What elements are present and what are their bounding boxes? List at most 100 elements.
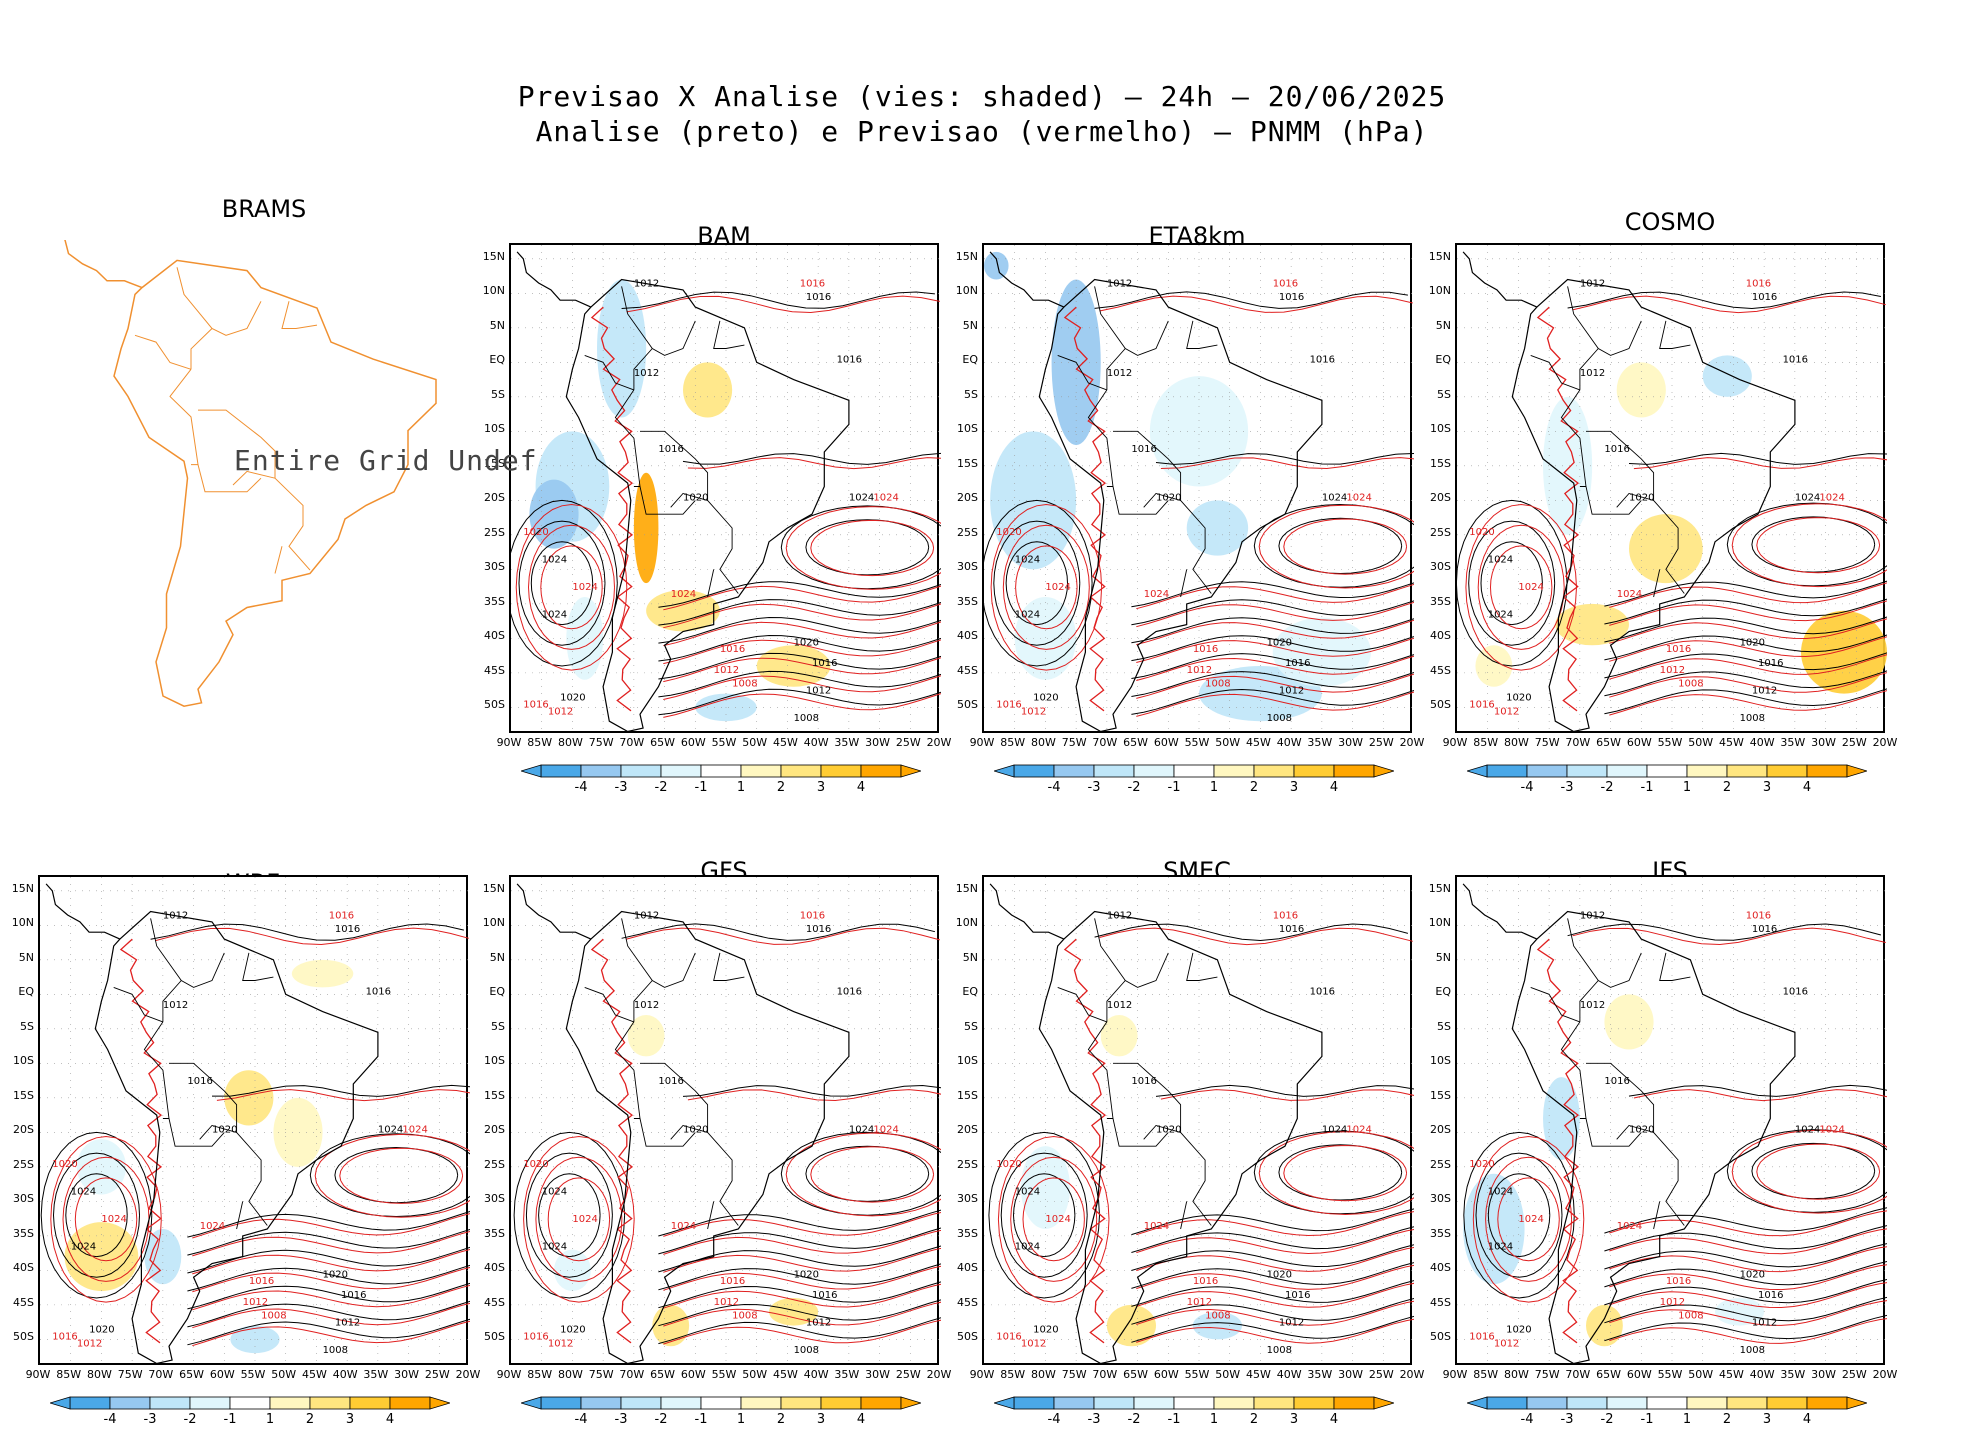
lon-tick-label: 30W [865, 1368, 890, 1381]
bias-shade [646, 590, 720, 632]
colorbar-segment [580, 1396, 622, 1410]
analysis-contour [1131, 635, 1414, 662]
contour-label: 1016 [523, 699, 548, 710]
contour-label: 1020 [1156, 492, 1181, 503]
contour-label: 1016 [837, 986, 862, 997]
lat-tick-label: 35S [13, 1226, 34, 1240]
figure-title-line2: Analise (preto) e Previsao (vermelho) – … [535, 115, 1429, 148]
brams-map [63, 240, 437, 707]
contour-label: 1008 [1678, 679, 1703, 690]
colorbar-arrow-left [519, 764, 542, 778]
contour-label: 1016 [800, 278, 825, 289]
contour-label: 1024 [1518, 582, 1543, 593]
lon-tick-label: 60W [1626, 1368, 1652, 1381]
contour-label: 1012 [1580, 1000, 1605, 1011]
brams-border [274, 546, 283, 574]
colorbar-segment [540, 764, 582, 778]
analysis-contour [1604, 616, 1887, 643]
country-border [1567, 286, 1642, 356]
contour-label: 1012 [1187, 665, 1212, 676]
bias-shade [627, 1015, 665, 1057]
contour-label: 1016 [1193, 1276, 1218, 1287]
lat-tick-label: 35S [957, 594, 978, 608]
colorbar-segment [1013, 764, 1055, 778]
contour-label: 1024 [542, 554, 567, 565]
lat-tick-label: 15S [1430, 1088, 1451, 1102]
country-border [1560, 389, 1587, 487]
analysis-contour [40, 1131, 153, 1299]
lon-tick-label: 25W [1841, 736, 1867, 749]
analysis-contour [1131, 617, 1414, 644]
lon-tick-label: 80W [1030, 1368, 1056, 1381]
contour-label: 1024 [1015, 1186, 1040, 1197]
contour-label: 1016 [1783, 986, 1808, 997]
lon-tick-label: 65W [650, 1368, 675, 1381]
lat-tick-label: 35S [484, 1226, 505, 1240]
contour-label: 1008 [1740, 713, 1765, 724]
contour-label: 1016 [1279, 924, 1304, 935]
lat-tick-label: 15S [13, 1088, 34, 1102]
contour-label: 1012 [1107, 368, 1132, 379]
lat-tick-label: 40S [957, 629, 978, 643]
contour-label: 1012 [1752, 1318, 1777, 1329]
contour-label: 1008 [732, 1311, 757, 1322]
contour-label: 1020 [996, 1159, 1021, 1170]
colorbar-label: -4 [1520, 1412, 1534, 1427]
country-border [1585, 486, 1642, 515]
forecast-contour [192, 1213, 470, 1239]
analysis-contour [1155, 453, 1414, 465]
contour-label: 1024 [1819, 1124, 1844, 1135]
contour-label: 1016 [1758, 658, 1783, 669]
colorbar-segment [620, 1396, 662, 1410]
coastline [1511, 278, 1796, 733]
colorbar-label: 3 [816, 1412, 826, 1427]
colorbar-segment [1646, 1396, 1688, 1410]
contour-label: 1012 [163, 910, 188, 921]
analysis-contour [1480, 541, 1543, 626]
lat-tick-label: 10N [482, 916, 505, 930]
forecast-contour [1609, 1300, 1887, 1326]
contour-label: 1012 [548, 1338, 573, 1349]
country-border [614, 1021, 641, 1119]
forecast-contour [1572, 927, 1886, 946]
bias-shade [1629, 514, 1703, 584]
contour-label: 1024 [71, 1186, 96, 1197]
contour-label: 1016 [329, 910, 354, 921]
contour-label: 1024 [1015, 1242, 1040, 1253]
contour-label: 1016 [837, 354, 862, 365]
country-border [670, 1124, 708, 1140]
country-border [1057, 986, 1108, 1023]
lat-tick-label: 10N [11, 916, 34, 930]
analysis-contour [1628, 1084, 1887, 1097]
analysis-contour [1131, 1226, 1414, 1253]
contour-label: 1012 [634, 1000, 659, 1011]
contour-label: 1016 [1285, 658, 1310, 669]
bias-shade [984, 251, 1009, 280]
analysis-contour [1604, 598, 1887, 625]
lon-tick-label: 35W [834, 1368, 860, 1381]
analysis-contour [658, 652, 941, 680]
colorbar-segment [1526, 764, 1568, 778]
analysis-contour [187, 1264, 470, 1292]
colorbar-label: -4 [574, 780, 588, 795]
analysis-contour [1487, 1173, 1551, 1258]
lon-tick-label: 45W [1718, 736, 1744, 749]
contour-label: 1024 [1488, 1242, 1513, 1253]
contour-label: 1012 [335, 1318, 360, 1329]
lat-tick-label: 25S [1430, 525, 1451, 539]
lon-tick-label: 75W [1534, 1368, 1560, 1381]
colorbar-segment [1606, 764, 1648, 778]
forecast-contour [785, 506, 941, 590]
lon-tick-label: 65W [1123, 1368, 1148, 1381]
colorbar-arrow-right [900, 764, 923, 778]
analysis-contour [1131, 1244, 1414, 1271]
forecast-contour [1609, 1210, 1887, 1237]
contour-label: 1016 [1310, 986, 1335, 997]
bias-shade [1272, 617, 1371, 687]
lat-tick-label: 30S [1430, 1192, 1451, 1206]
forecast-contour [314, 1133, 470, 1218]
analysis-contour [1468, 520, 1556, 646]
map-panel-bam: 1012 1016 1016 1016 1012 1016 1020 1024 1024 1020… [509, 243, 941, 735]
colorbar-segment [1213, 1396, 1255, 1410]
country-border [1094, 286, 1169, 356]
